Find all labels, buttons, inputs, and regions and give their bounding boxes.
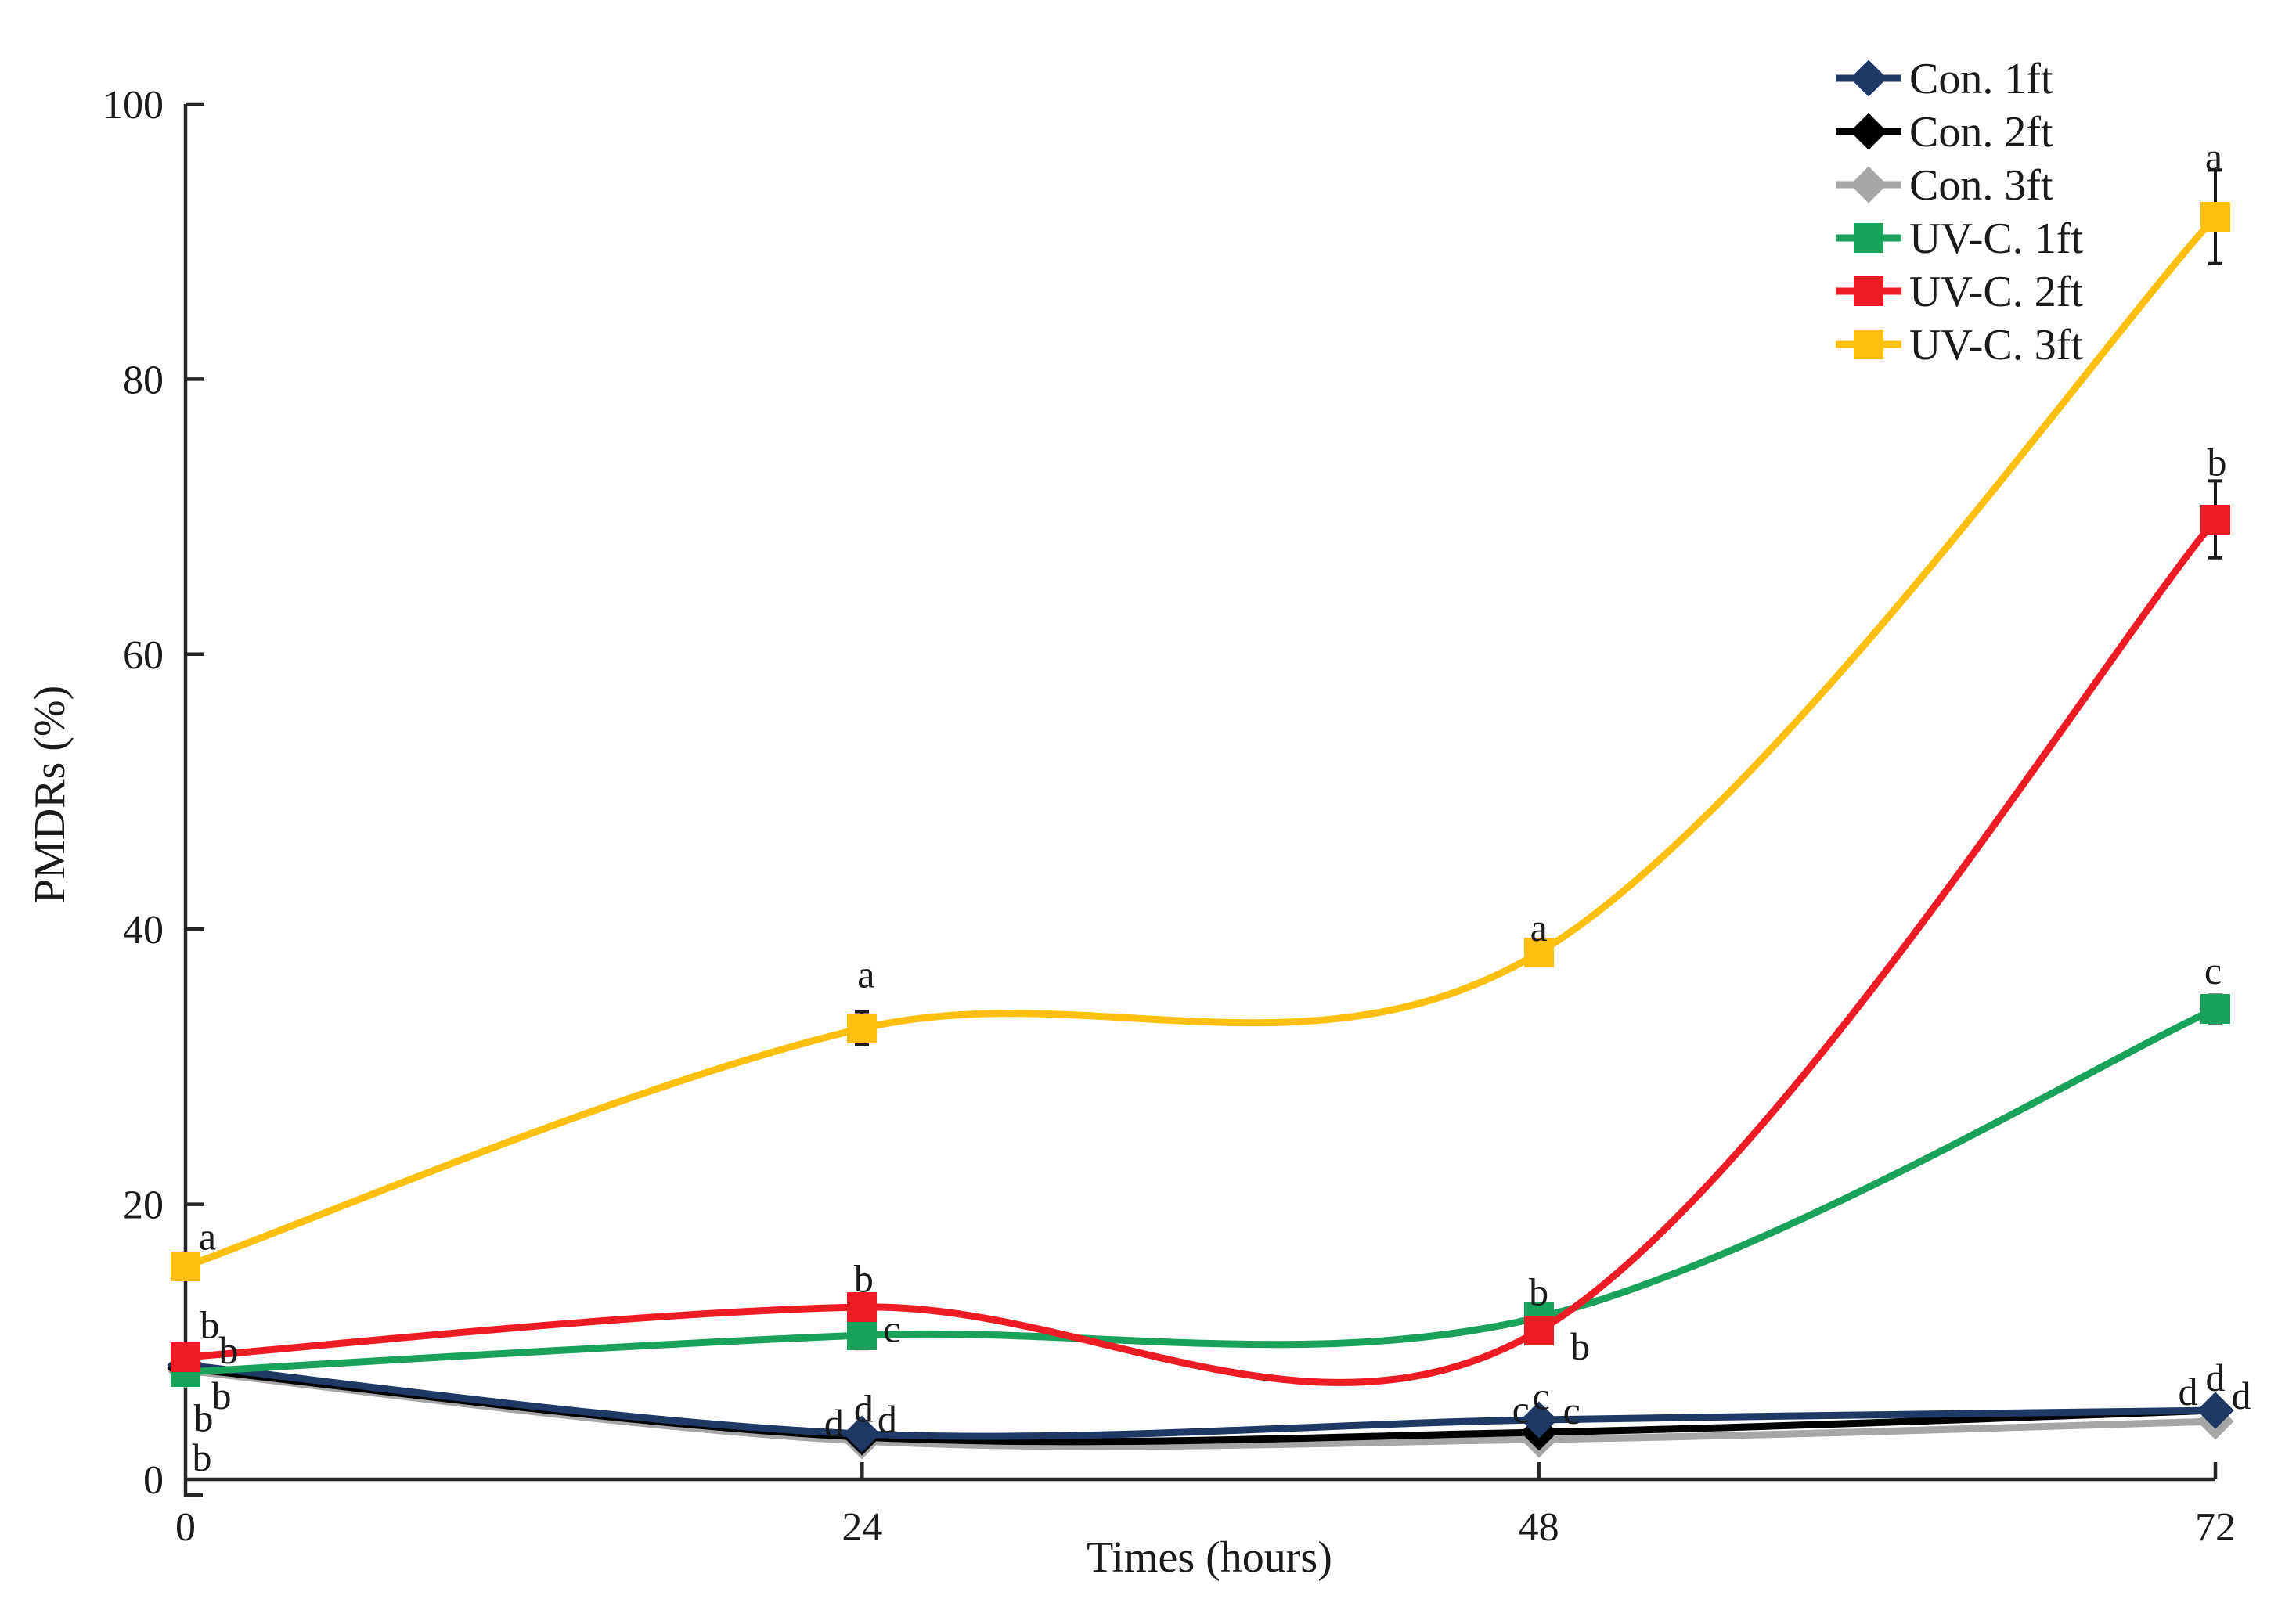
legend-label: UV-C. 1ft [1909, 214, 2083, 263]
x-axis-title: Times (hours) [1087, 1533, 1332, 1582]
y-tick-label: 100 [103, 83, 164, 128]
data-point-marker-uv-c-2ft [847, 1292, 877, 1322]
data-point-marker-uv-c-1ft [847, 1320, 877, 1350]
legend-marker-con-2ft [1850, 113, 1887, 150]
data-point-marker-uv-c-3ft [1524, 938, 1554, 967]
legend-marker-uv-c-2ft [1854, 276, 1883, 306]
y-tick-label: 40 [123, 908, 164, 953]
x-tick-label: 72 [2195, 1505, 2236, 1550]
data-point-marker-uv-c-2ft [171, 1342, 200, 1372]
sig-letter-uv-c-2ft-0h: b [200, 1303, 220, 1347]
data-point-marker-uv-c-3ft [847, 1014, 877, 1043]
series-lines [167, 168, 2234, 1460]
sig-letter-con-2ft-24h: d [854, 1387, 874, 1431]
sig-letter-con-3ft-0h: b [193, 1435, 212, 1479]
legend-label: Con. 3ft [1909, 161, 2053, 210]
data-point-marker-uv-c-2ft [1524, 1316, 1554, 1345]
legend-item-uv-c-2ft: UV-C. 2ft [1836, 268, 2083, 316]
sig-letter-con-2ft-48h: c [1533, 1374, 1550, 1417]
data-point-marker-uv-c-3ft [2200, 202, 2230, 232]
y-tick-label: 20 [123, 1183, 164, 1228]
sig-letter-uv-c-3ft-48h: a [1530, 906, 1548, 949]
sig-letter-uv-c-3ft-24h: a [857, 953, 874, 996]
legend-label: UV-C. 3ft [1909, 321, 2083, 369]
legend-label: Con. 1ft [1909, 55, 2053, 103]
legend-marker-con-3ft [1850, 166, 1887, 204]
data-point-marker-con-1ft [843, 1415, 881, 1453]
series-line-con-1ft [182, 1361, 2219, 1440]
series-uv-c-3ft [171, 168, 2230, 1281]
y-tick-label: 0 [143, 1458, 164, 1503]
data-point-marker-uv-c-3ft [171, 1252, 200, 1281]
data-point-marker-uv-c-1ft [2200, 994, 2230, 1024]
sig-letter-con-1ft-24h: d [824, 1401, 844, 1445]
legend-label: UV-C. 2ft [1909, 268, 2083, 316]
legend-marker-uv-c-3ft [1854, 330, 1883, 359]
legend-item-con-2ft: Con. 2ft [1836, 108, 2053, 157]
sig-letter-con-3ft-48h: c [1563, 1388, 1581, 1432]
axes: 0 20 40 60 80 100 0 24 48 72 [103, 83, 2236, 1550]
legend-marker-con-1ft [1850, 59, 1887, 97]
sig-letter-con-3ft-24h: d [878, 1397, 897, 1441]
legend-item-con-3ft: Con. 3ft [1836, 161, 2053, 210]
sig-letter-uv-c-2ft-72h: b [2208, 441, 2227, 484]
sig-letter-con-2ft-0h: b [194, 1396, 214, 1440]
sig-letter-uv-c-2ft-24h: b [854, 1256, 874, 1300]
data-point-marker-con-1ft [2197, 1392, 2234, 1429]
sig-letter-uv-c-3ft-0h: a [199, 1215, 216, 1259]
sig-letter-con-3ft-72h: d [2232, 1374, 2251, 1417]
y-tick-label: 60 [123, 633, 164, 678]
legend-item-uv-c-3ft: UV-C. 3ft [1836, 321, 2083, 369]
series-con-1ft [167, 1346, 2234, 1453]
x-tick-label: 0 [175, 1505, 196, 1550]
y-tick-label: 80 [123, 358, 164, 402]
sig-letter-uv-c-1ft-48h: b [1529, 1270, 1548, 1314]
legend-item-con-1ft: Con. 1ft [1836, 55, 2053, 103]
legend-item-uv-c-1ft: UV-C. 1ft [1836, 214, 2083, 263]
sig-letter-con-2ft-72h: d [2206, 1356, 2226, 1399]
series-uv-c-2ft [171, 479, 2230, 1386]
sig-letter-uv-c-1ft-72h: c [2204, 949, 2222, 992]
sig-letter-con-1ft-48h: c [1512, 1387, 1530, 1431]
legend-label: Con. 2ft [1909, 108, 2053, 157]
y-axis-title: PMDRs (%) [26, 686, 74, 903]
sig-letter-uv-c-1ft-0h: b [219, 1328, 239, 1372]
data-point-marker-con-1ft [1520, 1401, 1558, 1439]
sig-letter-uv-c-3ft-72h: a [2205, 135, 2222, 178]
series-line-uv-c-2ft [182, 516, 2219, 1386]
data-point-marker-uv-c-2ft [2200, 505, 2230, 535]
sig-letter-con-1ft-72h: d [2179, 1370, 2198, 1414]
sig-letter-uv-c-2ft-48h: b [1570, 1324, 1590, 1368]
x-tick-label: 24 [842, 1505, 882, 1550]
series-line-uv-c-1ft [182, 1005, 2219, 1376]
sig-letter-uv-c-1ft-24h: c [883, 1307, 900, 1351]
x-tick-label: 48 [1519, 1505, 1559, 1550]
legend-marker-uv-c-1ft [1854, 223, 1883, 253]
sig-letter-con-1ft-0h: b [212, 1374, 232, 1417]
series-line-uv-c-3ft [182, 213, 2219, 1270]
